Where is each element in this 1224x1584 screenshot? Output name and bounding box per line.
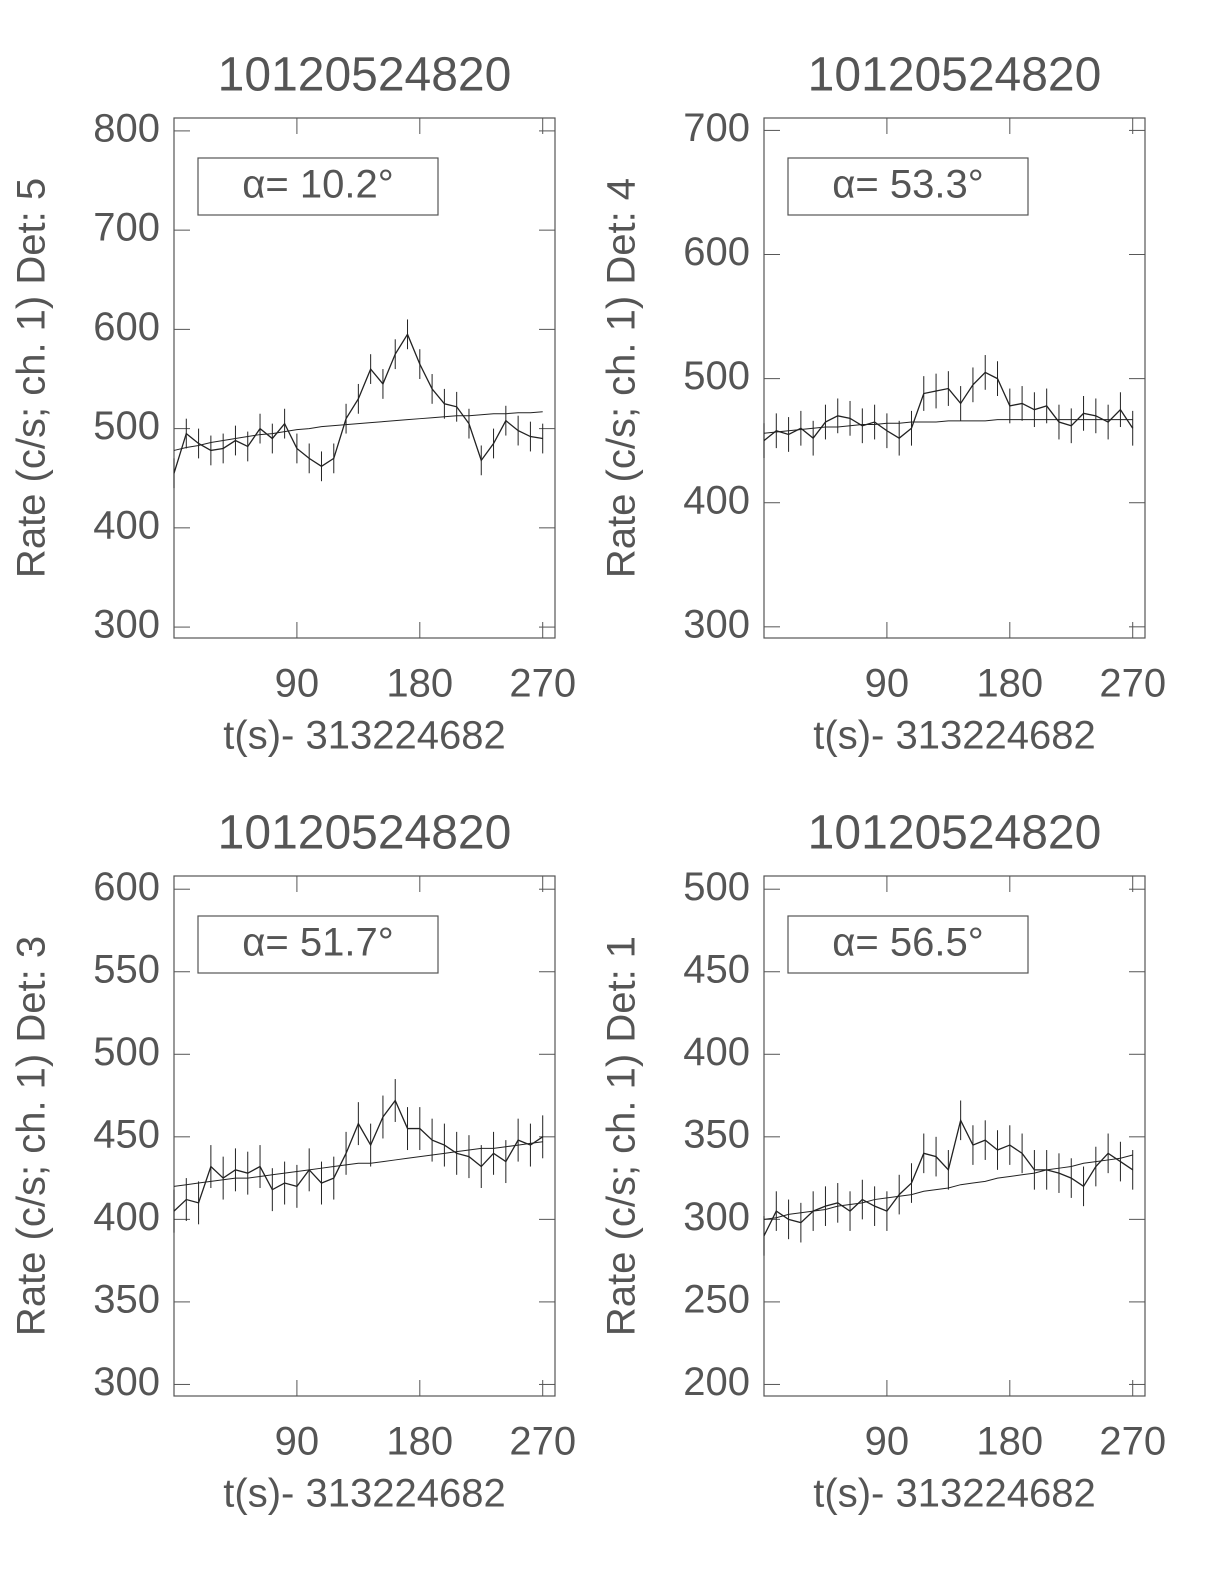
panel-title: 10120524820 (218, 49, 512, 102)
plot-frame (763, 875, 1146, 1397)
x-tick-label: 270 (509, 1420, 576, 1464)
data-line (173, 1099, 544, 1212)
panel: 10120524820 Rate (c/s; ch. 1) Det: 5 t(s)-… (10, 49, 577, 758)
fit-line (763, 419, 1133, 434)
data-line (763, 1118, 1134, 1237)
x-tick-label: 180 (386, 662, 453, 706)
y-tick-label: 500 (93, 1030, 160, 1074)
data-line (763, 371, 1134, 442)
x-tick-label: 270 (1099, 1420, 1166, 1464)
y-tick-label: 550 (93, 947, 160, 991)
y-axis-label: Rate (c/s; ch. 1) Det: 3 (10, 936, 54, 1336)
annotation-box (197, 157, 439, 216)
y-tick-label: 400 (683, 1030, 750, 1074)
y-tick-label: 350 (683, 1112, 750, 1156)
y-tick-label: 300 (683, 1195, 750, 1239)
panel: 10120524820 Rate (c/s; ch. 1) Det: 4 t(s)-… (600, 49, 1167, 758)
plot-frame (173, 117, 556, 639)
panel-title: 10120524820 (808, 807, 1102, 860)
y-tick-label: 400 (683, 478, 750, 522)
y-tick-label: 600 (683, 230, 750, 274)
data-line (173, 332, 543, 474)
annotation: α= 51.7° (197, 915, 439, 974)
plot-frame (763, 117, 1146, 639)
x-tick-label: 90 (865, 662, 910, 706)
fit-line (173, 411, 543, 451)
x-axis-label: t(s)- 313224682 (813, 1472, 1095, 1516)
annotation-box (787, 157, 1029, 216)
y-tick-label: 400 (93, 1195, 160, 1239)
fit-line (763, 1154, 1133, 1220)
annotation-text: α= 10.2° (242, 163, 393, 207)
annotation: α= 10.2° (197, 157, 439, 216)
panel: 10120524820 Rate (c/s; ch. 1) Det: 1 t(s)-… (600, 807, 1167, 1516)
x-tick-label: 90 (865, 1420, 910, 1464)
fit-line (173, 1141, 543, 1187)
panel-title: 10120524820 (218, 807, 512, 860)
panel: 10120524820 Rate (c/s; ch. 1) Det: 3 t(s)-… (10, 807, 577, 1516)
y-axis-label: Rate (c/s; ch. 1) Det: 4 (600, 178, 644, 578)
y-tick-label: 500 (683, 354, 750, 398)
y-tick-label: 700 (93, 206, 160, 250)
x-tick-label: 270 (509, 662, 576, 706)
x-tick-label: 180 (386, 1420, 453, 1464)
y-tick-label: 500 (93, 404, 160, 448)
x-axis-label: t(s)- 313224682 (223, 1472, 505, 1516)
y-tick-label: 400 (93, 503, 160, 547)
y-tick-label: 300 (93, 603, 160, 647)
panel-title: 10120524820 (808, 49, 1102, 102)
y-tick-label: 600 (93, 305, 160, 349)
annotation-box (197, 915, 439, 974)
y-tick-label: 300 (93, 1360, 160, 1404)
x-tick-label: 180 (976, 1420, 1043, 1464)
x-axis-label: t(s)- 313224682 (223, 714, 505, 758)
y-tick-label: 600 (93, 865, 160, 909)
y-tick-label: 250 (683, 1277, 750, 1321)
y-tick-label: 800 (93, 106, 160, 150)
y-axis-label: Rate (c/s; ch. 1) Det: 5 (10, 178, 54, 578)
x-tick-label: 180 (976, 662, 1043, 706)
x-tick-label: 90 (275, 662, 320, 706)
annotation-box (787, 915, 1029, 974)
y-tick-label: 350 (93, 1277, 160, 1321)
y-tick-label: 450 (93, 1112, 160, 1156)
annotation-text: α= 56.5° (832, 921, 983, 965)
y-tick-label: 450 (683, 947, 750, 991)
x-tick-label: 270 (1099, 662, 1166, 706)
x-axis-label: t(s)- 313224682 (813, 714, 1095, 758)
y-tick-label: 200 (683, 1360, 750, 1404)
y-axis-label: Rate (c/s; ch. 1) Det: 1 (600, 936, 644, 1336)
x-tick-label: 90 (275, 1420, 320, 1464)
y-tick-label: 300 (683, 602, 750, 646)
annotation: α= 53.3° (787, 157, 1029, 216)
annotation: α= 56.5° (787, 915, 1029, 974)
y-tick-label: 500 (683, 865, 750, 909)
annotation-text: α= 51.7° (242, 921, 393, 965)
annotation-text: α= 53.3° (832, 163, 983, 207)
plot-frame (173, 875, 556, 1397)
y-tick-label: 700 (683, 106, 750, 150)
